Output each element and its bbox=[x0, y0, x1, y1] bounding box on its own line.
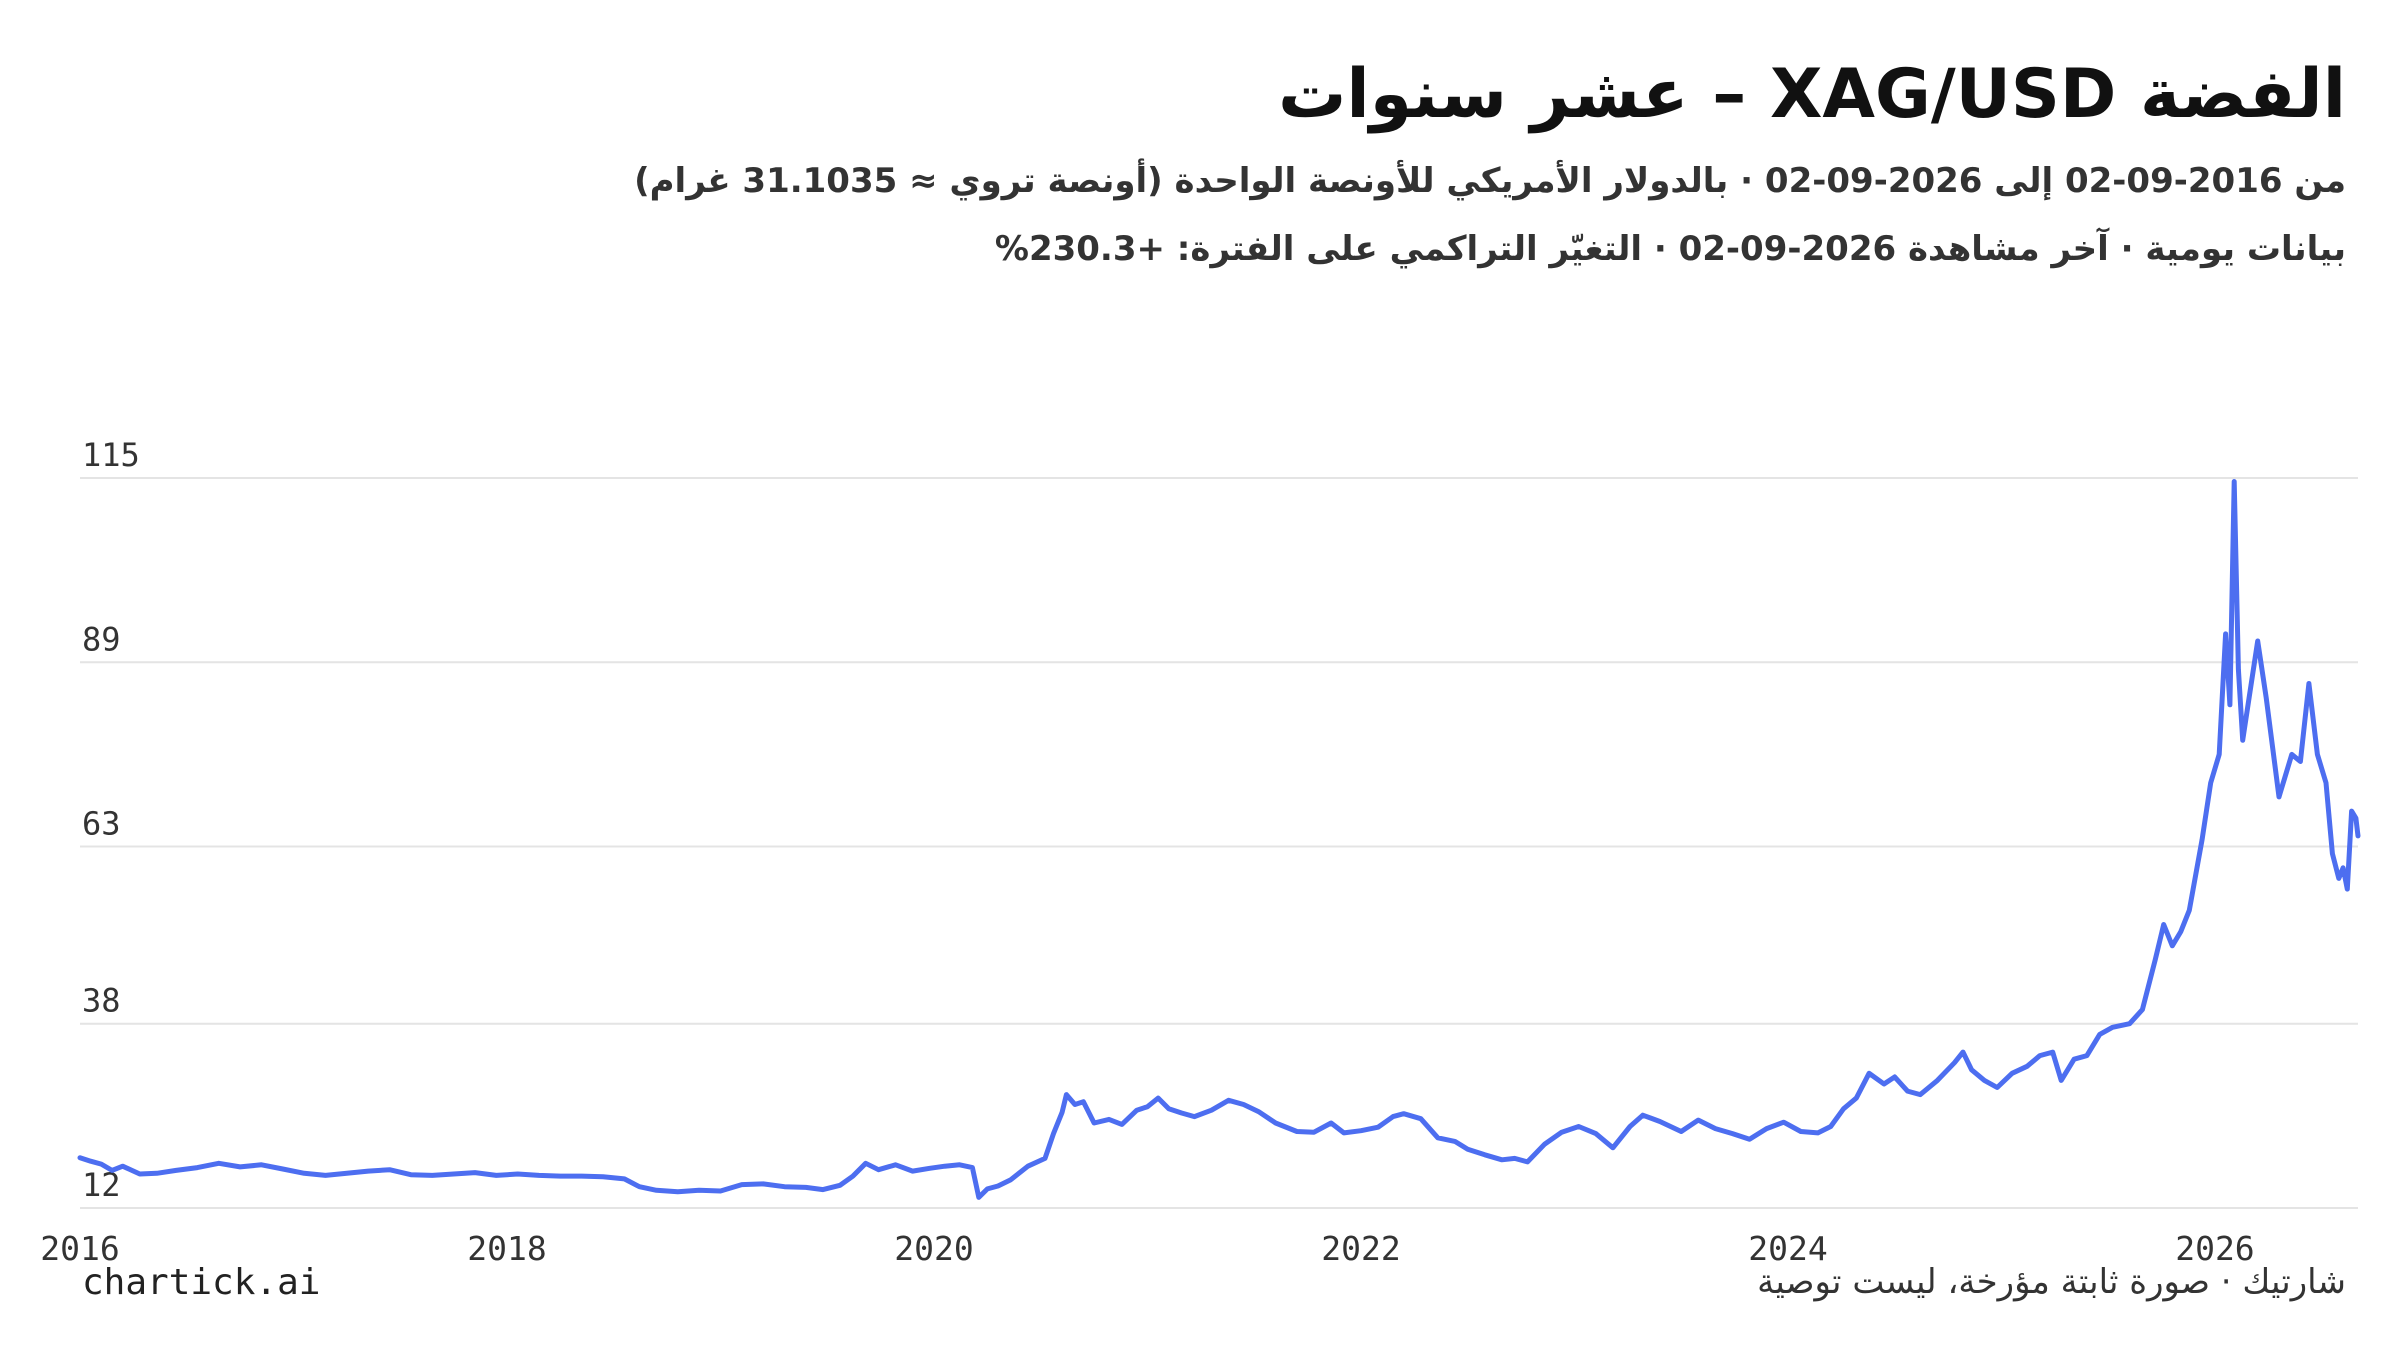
x-tick-label: 2020 bbox=[894, 1229, 973, 1268]
y-axis: 12 38 63 89 115 bbox=[82, 436, 140, 1204]
x-tick-label: 2018 bbox=[467, 1229, 546, 1268]
chart-subtitle: من 2016-09-02 إلى 2026-09-02 · بالدولار … bbox=[634, 161, 2346, 201]
x-axis: 2016 2018 2020 2022 2024 2026 bbox=[40, 1229, 2254, 1268]
grid-lines bbox=[80, 477, 2358, 1209]
chart-header: الفضة XAG/USD – عشر سنوات من 2016-09-02 … bbox=[46, 40, 2346, 271]
y-tick-label: 63 bbox=[82, 805, 121, 843]
chart-title: الفضة XAG/USD – عشر سنوات bbox=[1278, 55, 2346, 134]
disclaimer-note: شارتيك · صورة ثابتة مؤرخة، ليست توصية bbox=[1757, 1262, 2346, 1302]
y-tick-label: 115 bbox=[82, 436, 140, 474]
brand-label: chartick.ai bbox=[82, 1262, 321, 1303]
series-line-0 bbox=[77, 479, 2361, 1200]
series-group bbox=[77, 479, 2361, 1200]
x-tick-label: 2022 bbox=[1321, 1229, 1400, 1268]
x-tick-label: 2026 bbox=[2175, 1229, 2254, 1268]
x-tick-label: 2024 bbox=[1748, 1229, 1827, 1268]
x-tick-label: 2016 bbox=[40, 1229, 119, 1268]
y-tick-label: 38 bbox=[82, 982, 121, 1020]
y-tick-label: 89 bbox=[82, 620, 121, 658]
y-tick-label: 12 bbox=[82, 1166, 121, 1204]
chart-subtitle-stats: بيانات يومية · آخر مشاهدة 2026-09-02 · ا… bbox=[994, 229, 2346, 270]
